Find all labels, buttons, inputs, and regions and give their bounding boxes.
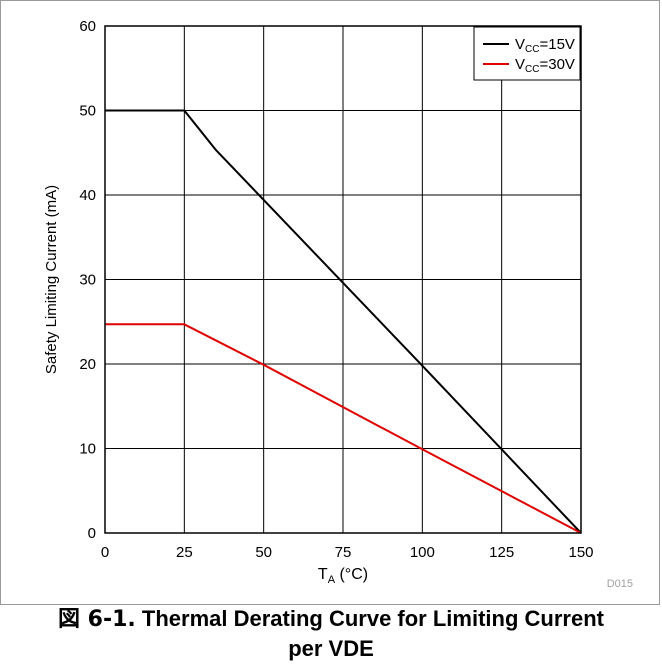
y-tick-label: 20 (79, 356, 96, 373)
legend-label-15v-sub: CC (525, 44, 539, 55)
plot-border (104, 25, 582, 534)
y-tick-label: 30 (79, 272, 96, 289)
x-tick-label: 50 (255, 544, 272, 561)
y-tick-label: 10 (79, 441, 96, 458)
x-axis-label-sub: A (328, 574, 336, 586)
figure-code: D015 (607, 578, 633, 590)
series-line-1 (105, 323, 582, 534)
y-tick-label: 60 (79, 18, 96, 35)
x-tick-label: 125 (489, 544, 514, 561)
legend-label-30v-sub: CC (525, 64, 539, 75)
caption-prefix: 図 6-1. (58, 607, 136, 632)
chart: 0 25 50 75 100 125 150 0 10 20 30 40 50 60 Safety Lim… (43, 18, 633, 590)
grid (105, 26, 581, 533)
legend-label-30v-main: V (515, 56, 525, 73)
series-lines (105, 109, 582, 534)
y-axis-label: Safety Limiting Current (mA) (43, 185, 60, 374)
x-tick-label: 0 (101, 544, 109, 561)
x-tick-label: 100 (410, 544, 435, 561)
legend-label-15v: VCC=15V (515, 36, 575, 55)
series-line-0 (105, 109, 582, 534)
y-tick-label: 40 (79, 187, 96, 204)
x-tick-label: 150 (568, 544, 593, 561)
y-tick-label: 50 (79, 103, 96, 120)
x-axis-label-main: T (318, 566, 328, 583)
legend-label-15v-rest: =15V (539, 36, 574, 53)
tick-labels: 0 25 50 75 100 125 150 0 10 20 30 40 50 60 (79, 18, 593, 561)
x-tick-label: 75 (335, 544, 352, 561)
figure-caption: 図 6-1. Thermal Derating Curve for Limiti… (0, 604, 662, 663)
y-tick-label: 0 (88, 525, 96, 542)
x-axis-label-unit: (°C) (335, 566, 368, 583)
caption-line-1: 図 6-1. Thermal Derating Curve for Limiti… (0, 604, 662, 634)
caption-line-2: per VDE (288, 636, 374, 661)
x-axis-label: TA (°C) (318, 566, 368, 586)
figure-frame: 0 25 50 75 100 125 150 0 10 20 30 40 50 60 Safety Lim… (0, 0, 660, 605)
legend-label-30v: VCC=30V (515, 56, 575, 75)
x-tick-label: 25 (176, 544, 193, 561)
legend-label-30v-rest: =30V (539, 56, 574, 73)
legend: VCC=15V VCC=30V (473, 26, 581, 81)
legend-label-15v-main: V (515, 36, 525, 53)
legend-box (473, 26, 581, 81)
caption-title: Thermal Derating Curve for Limiting Curr… (141, 606, 604, 631)
